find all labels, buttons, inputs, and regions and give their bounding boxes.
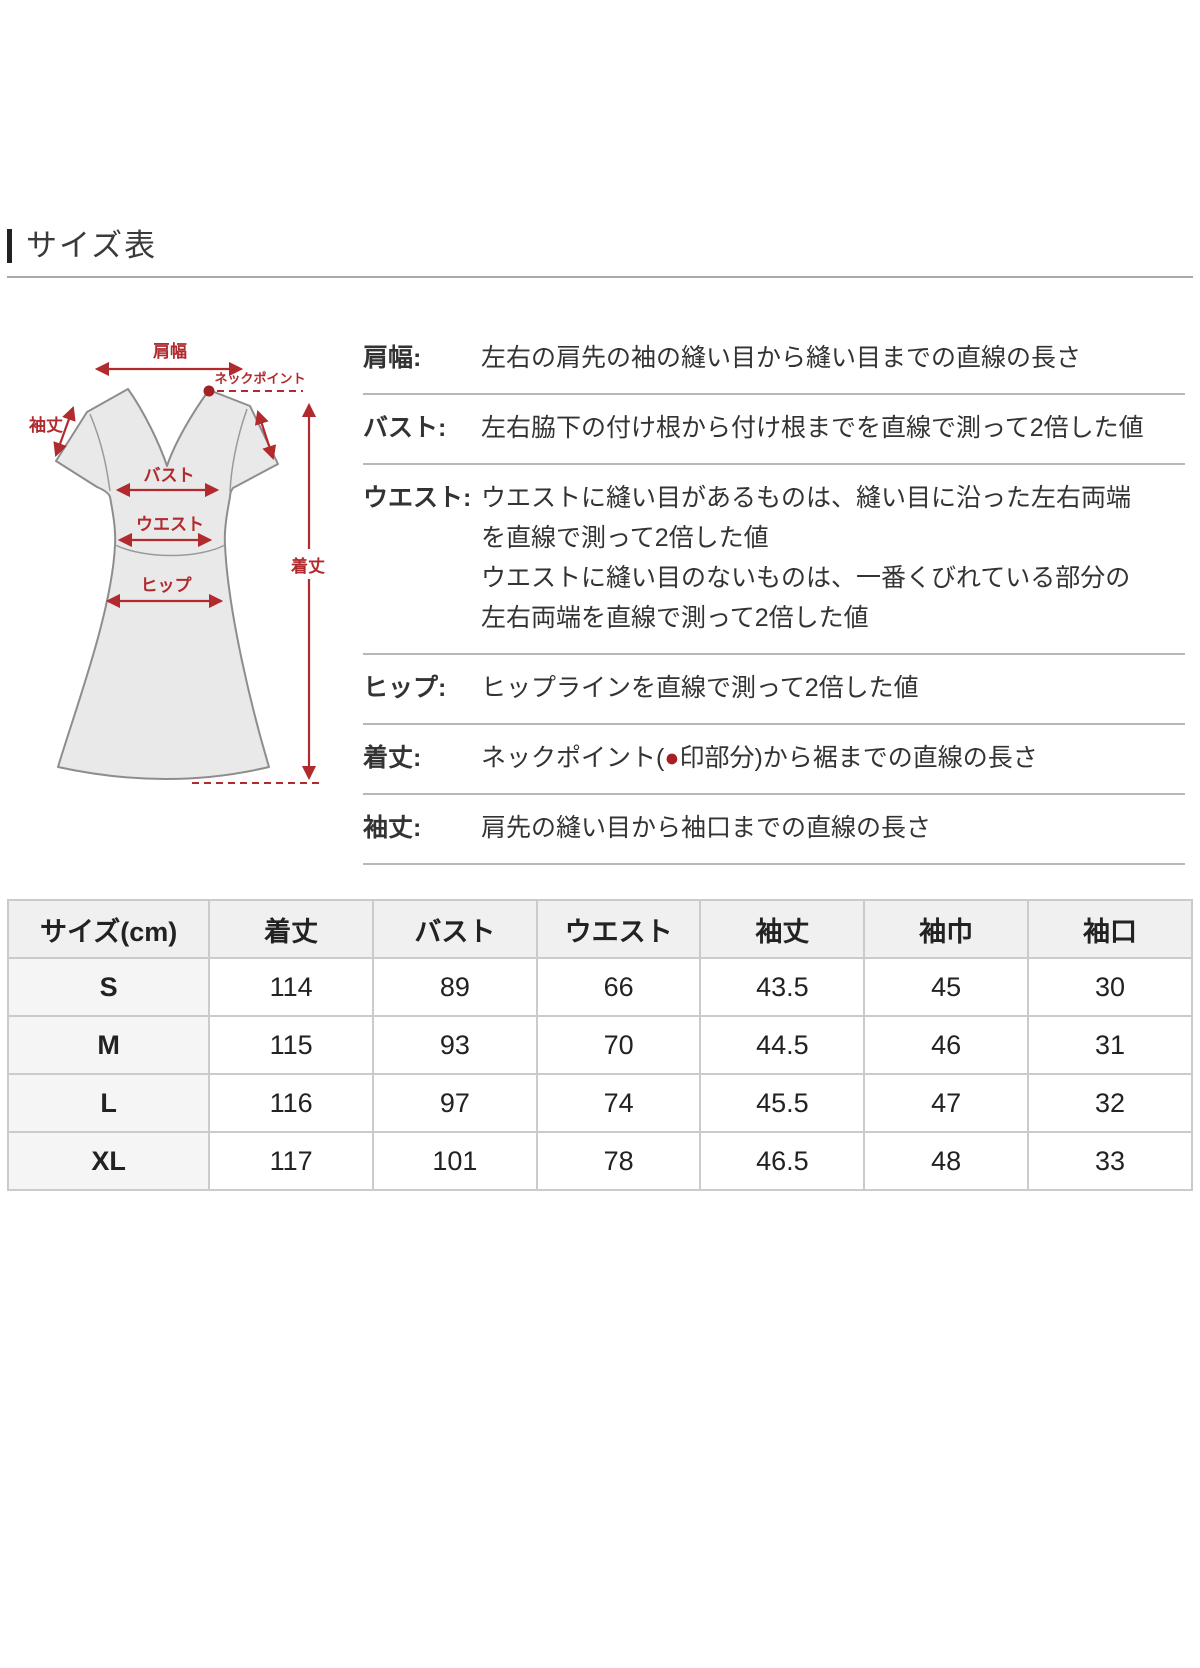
right-armhole-seam xyxy=(229,408,248,493)
table-cell: 114 xyxy=(208,957,375,1017)
table-cell: 43.5 xyxy=(699,957,866,1017)
table-cell: 115 xyxy=(208,1015,375,1075)
size-row-label: M xyxy=(6,1015,211,1075)
column-header-bust: バスト xyxy=(372,899,538,959)
title-divider xyxy=(7,276,1193,278)
definition-term: ウエスト: xyxy=(363,484,472,512)
column-header-waist: ウエスト xyxy=(535,899,702,959)
measuring-guide: 肩幅 ネックポイント 袖丈 バスト ウエスト ヒップ xyxy=(0,330,1200,865)
definition-length: 着丈: ネックポイント(●印部分)から裾までの直線の長さ xyxy=(363,725,1185,795)
waist-seam xyxy=(114,544,226,557)
table-cell: 33 xyxy=(1026,1131,1194,1191)
table-cell: 48 xyxy=(863,1131,1029,1191)
definition-description: 左右の肩先の袖の縫い目から縫い目までの直線の長さ xyxy=(481,344,1082,372)
section-title-row: サイズ表 xyxy=(7,228,1193,264)
title-accent-bar xyxy=(7,229,12,263)
table-cell: 31 xyxy=(1026,1015,1194,1075)
table-row-m: M 115 93 70 44.5 46 31 xyxy=(6,1015,1194,1075)
table-cell: 116 xyxy=(208,1073,375,1133)
definition-description: ウエストに縫い目があるものは、縫い目に沿った左右両端 を直線で測って2倍した値 … xyxy=(481,484,1132,632)
size-row-label: S xyxy=(6,957,211,1017)
definition-description-pre: ネックポイント( xyxy=(481,744,665,772)
definition-term: 着丈: xyxy=(363,744,422,772)
table-cell: 45.5 xyxy=(699,1073,866,1133)
size-table-section: サイズ(cm) 着丈 バスト ウエスト 袖丈 袖巾 袖口 S 114 89 66… xyxy=(6,899,1194,1191)
neck-point-label: ネックポイント xyxy=(214,371,305,386)
size-chart-page: サイズ表 肩幅 xyxy=(0,228,1200,1668)
hip-label: ヒップ xyxy=(141,575,193,595)
table-row-l: L 116 97 74 45.5 47 32 xyxy=(6,1073,1194,1133)
size-row-label: L xyxy=(6,1073,211,1133)
definition-sleeve: 袖丈: 肩先の縫い目から袖口までの直線の長さ xyxy=(363,795,1185,865)
column-header-sleeve-width: 袖巾 xyxy=(863,899,1029,959)
dress-silhouette xyxy=(55,388,279,780)
definition-bust: バスト: 左右脇下の付け根から付け根までを直線で測って2倍した値 xyxy=(363,395,1185,465)
sleeve-length-label: 袖丈 xyxy=(28,415,63,435)
table-cell: 117 xyxy=(208,1131,375,1191)
table-cell: 30 xyxy=(1026,957,1194,1017)
measurement-definitions: 肩幅: 左右の肩先の袖の縫い目から縫い目までの直線の長さ バスト: 左右脇下の付… xyxy=(363,336,1185,865)
page-title: サイズ表 xyxy=(26,228,158,263)
definition-term: ヒップ: xyxy=(363,674,447,702)
definition-term: 肩幅: xyxy=(363,344,422,372)
table-cell: 47 xyxy=(863,1073,1029,1133)
column-header-sleeve-length: 袖丈 xyxy=(699,899,866,959)
size-table: サイズ(cm) 着丈 バスト ウエスト 袖丈 袖巾 袖口 S 114 89 66… xyxy=(6,899,1194,1191)
table-cell: 89 xyxy=(372,957,538,1017)
neck-point-dot xyxy=(203,385,215,397)
table-cell: 66 xyxy=(535,957,702,1017)
column-header-size: サイズ(cm) xyxy=(6,899,211,959)
table-cell: 101 xyxy=(372,1131,538,1191)
definition-shoulder: 肩幅: 左右の肩先の袖の縫い目から縫い目までの直線の長さ xyxy=(363,336,1185,395)
table-row-s: S 114 89 66 43.5 45 30 xyxy=(6,957,1194,1017)
table-cell: 44.5 xyxy=(699,1015,866,1075)
definition-term: バスト: xyxy=(363,414,447,442)
left-armhole-seam xyxy=(89,413,111,492)
definition-description: ヒップラインを直線で測って2倍した値 xyxy=(481,674,919,702)
table-cell: 32 xyxy=(1026,1073,1194,1133)
definition-waist: ウエスト: ウエストに縫い目があるものは、縫い目に沿った左右両端 を直線で測って… xyxy=(363,465,1185,655)
column-header-cuff: 袖口 xyxy=(1026,899,1194,959)
table-cell: 70 xyxy=(535,1015,702,1075)
size-table-header-row: サイズ(cm) 着丈 バスト ウエスト 袖丈 袖巾 袖口 xyxy=(6,899,1194,959)
bust-label: バスト xyxy=(144,466,195,485)
table-cell: 46.5 xyxy=(699,1131,866,1191)
table-cell: 74 xyxy=(535,1073,702,1133)
dress-diagram-svg: 肩幅 ネックポイント 袖丈 バスト ウエスト ヒップ xyxy=(28,341,332,784)
column-header-length: 着丈 xyxy=(208,899,375,959)
definition-description-post: 印部分)から裾までの直線の長さ xyxy=(679,744,1038,772)
definition-description: 肩先の縫い目から袖口までの直線の長さ xyxy=(481,814,932,842)
table-cell: 97 xyxy=(372,1073,538,1133)
shoulder-width-label: 肩幅 xyxy=(153,341,187,361)
definition-hip: ヒップ: ヒップラインを直線で測って2倍した値 xyxy=(363,655,1185,725)
table-cell: 45 xyxy=(863,957,1029,1017)
waist-label: ウエスト xyxy=(136,515,204,534)
table-row-xl: XL 117 101 78 46.5 48 33 xyxy=(6,1131,1194,1191)
table-cell: 46 xyxy=(863,1015,1029,1075)
neck-point-dot-glyph: ● xyxy=(664,744,680,772)
right-sleeve-arrow xyxy=(254,409,277,461)
dress-diagram: 肩幅 ネックポイント 袖丈 バスト ウエスト ヒップ xyxy=(0,330,360,810)
definition-description: 左右脇下の付け根から付け根までを直線で測って2倍した値 xyxy=(481,414,1144,442)
length-label-bg xyxy=(284,549,332,579)
definition-description: ネックポイント(●印部分)から裾までの直線の長さ xyxy=(481,738,1185,778)
table-cell: 93 xyxy=(372,1015,538,1075)
length-label: 着丈 xyxy=(291,556,325,576)
table-cell: 78 xyxy=(535,1131,702,1191)
definition-term: 袖丈: xyxy=(363,814,422,842)
size-row-label: XL xyxy=(6,1131,211,1191)
left-sleeve-arrow xyxy=(53,405,76,458)
